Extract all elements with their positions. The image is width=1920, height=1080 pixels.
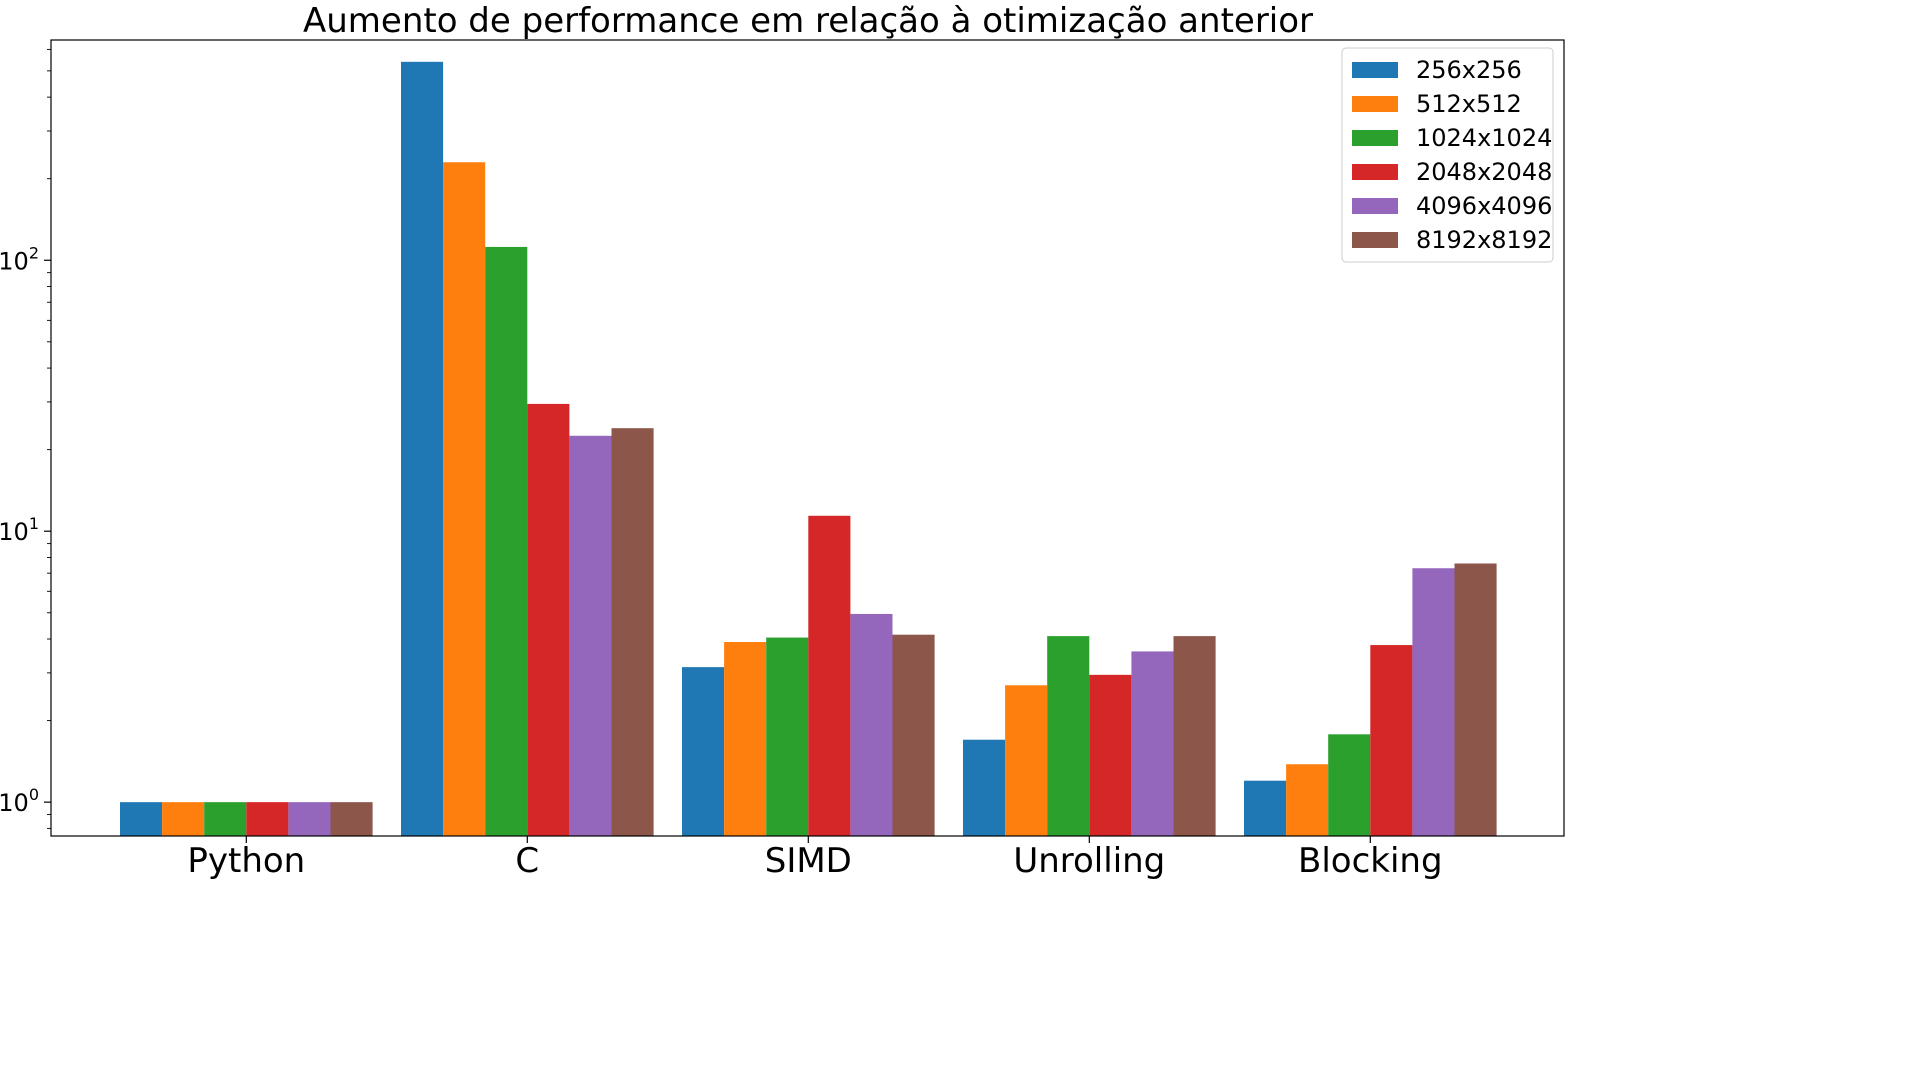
bar-blocking-1024x1024 — [1328, 734, 1371, 836]
bar-blocking-8192x8192 — [1454, 563, 1497, 836]
y-axis-ticks: 100 101 102 — [0, 48, 51, 829]
legend: 256x256 512x512 1024x1024 2048x2048 4096x409… — [1341, 47, 1554, 263]
bars-layer — [120, 61, 1497, 837]
y-tick-label: 101 — [0, 514, 39, 546]
legend-label: 256x256 — [1416, 56, 1522, 84]
x-tick-label-c: C — [515, 841, 539, 881]
bar-c-1024x1024 — [485, 246, 528, 837]
bar-c-2048x2048 — [527, 403, 570, 836]
bar-unrolling-1024x1024 — [1047, 636, 1090, 836]
legend-label: 8192x8192 — [1416, 226, 1552, 254]
bar-c-256x256 — [401, 61, 444, 836]
bar-blocking-512x512 — [1286, 764, 1329, 836]
bar-c-8192x8192 — [611, 428, 654, 836]
bar-python-4096x4096 — [288, 802, 331, 836]
legend-label: 1024x1024 — [1416, 124, 1552, 152]
legend-swatch — [1352, 62, 1398, 78]
x-tick-label-simd: SIMD — [765, 841, 852, 881]
legend-swatch — [1352, 198, 1398, 214]
bar-unrolling-512x512 — [1005, 685, 1048, 836]
bar-simd-1024x1024 — [766, 637, 809, 836]
legend-label: 512x512 — [1416, 90, 1522, 118]
bar-python-8192x8192 — [330, 802, 373, 836]
bar-unrolling-8192x8192 — [1173, 636, 1216, 836]
chart-container: Aumento de performance em relação à otim… — [0, 1, 1565, 881]
x-tick-label-unrolling: Unrolling — [1013, 841, 1165, 881]
legend-swatch — [1352, 130, 1398, 146]
x-axis-ticks: Python C SIMD Unrolling Blocking — [187, 836, 1443, 881]
bar-simd-8192x8192 — [892, 634, 935, 836]
bar-chart: Aumento de performance em relação à otim… — [0, 1, 1565, 881]
bar-blocking-256x256 — [1244, 780, 1287, 836]
bar-blocking-2048x2048 — [1370, 645, 1413, 836]
bar-blocking-4096x4096 — [1412, 568, 1455, 836]
bar-python-256x256 — [120, 802, 163, 836]
plot-frame — [50, 39, 1565, 837]
bar-python-1024x1024 — [204, 802, 247, 836]
bar-simd-512x512 — [724, 642, 767, 836]
bar-simd-256x256 — [682, 667, 725, 836]
bar-c-512x512 — [443, 162, 486, 836]
bar-simd-2048x2048 — [808, 515, 851, 836]
legend-label: 4096x4096 — [1416, 192, 1552, 220]
bar-unrolling-4096x4096 — [1131, 651, 1174, 836]
legend-swatch — [1352, 96, 1398, 112]
legend-swatch — [1352, 232, 1398, 248]
bar-unrolling-256x256 — [963, 739, 1006, 836]
bar-python-512x512 — [162, 802, 205, 836]
chart-title: Aumento de performance em relação à otim… — [303, 1, 1313, 41]
y-tick-label: 102 — [0, 243, 39, 275]
bar-simd-4096x4096 — [850, 613, 893, 836]
legend-swatch — [1352, 164, 1398, 180]
bar-python-2048x2048 — [246, 802, 289, 836]
bar-c-4096x4096 — [569, 435, 612, 836]
bar-unrolling-2048x2048 — [1089, 674, 1132, 836]
x-tick-label-blocking: Blocking — [1298, 841, 1443, 881]
y-tick-label: 100 — [0, 785, 39, 817]
x-tick-label-python: Python — [187, 841, 305, 881]
legend-label: 2048x2048 — [1416, 158, 1552, 186]
